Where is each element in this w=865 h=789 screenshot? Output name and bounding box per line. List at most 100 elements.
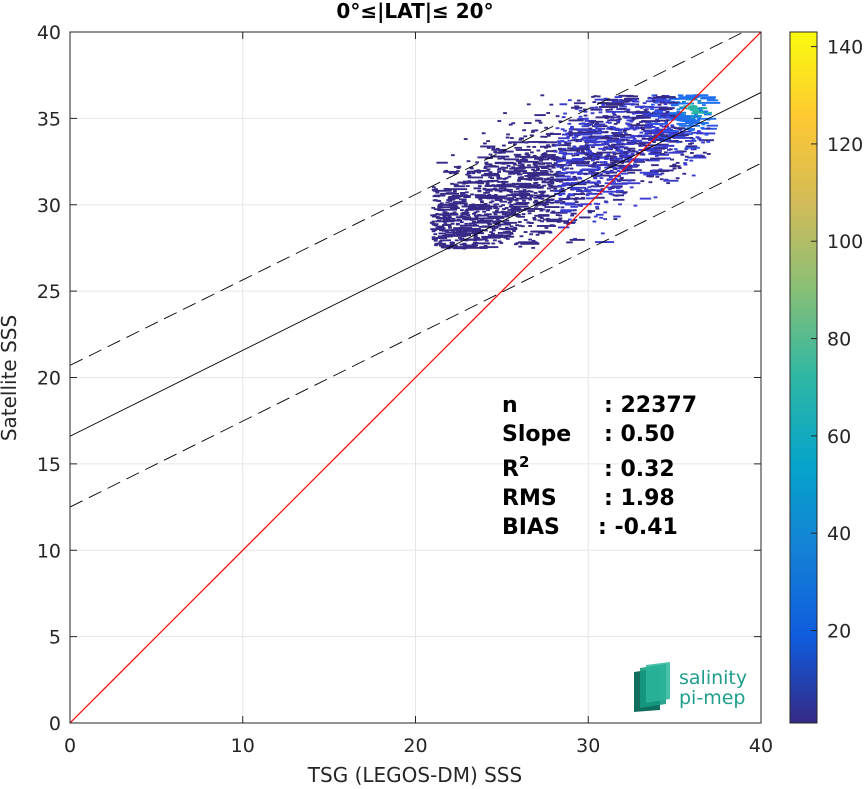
density-cell (493, 207, 498, 209)
density-cell (525, 201, 530, 204)
density-cell (612, 133, 632, 136)
density-cell (551, 210, 556, 213)
density-cell (452, 211, 457, 214)
density-cell (639, 171, 659, 174)
density-cell (588, 120, 604, 123)
density-cell (490, 177, 495, 180)
density-cell (493, 151, 498, 153)
density-cell (581, 151, 585, 154)
density-cell (516, 210, 521, 212)
density-cell (559, 148, 564, 151)
density-cell (639, 121, 643, 124)
density-cell (518, 241, 538, 244)
density-cell (498, 187, 507, 190)
density-cell (616, 175, 621, 178)
density-cell (558, 137, 570, 140)
density-cell (652, 141, 656, 143)
density-cell (507, 209, 527, 211)
density-cell (484, 239, 489, 242)
density-cell (435, 199, 440, 202)
density-cell (555, 201, 560, 204)
density-cell (431, 223, 436, 226)
density-cell (574, 201, 579, 203)
density-cell (681, 96, 697, 99)
density-cell (447, 204, 452, 207)
density-cell (533, 207, 538, 210)
density-cell (691, 174, 696, 177)
density-cell (518, 173, 523, 176)
density-cell (518, 138, 523, 141)
density-cell (506, 133, 510, 136)
density-cell (684, 146, 701, 149)
density-cell (595, 122, 599, 125)
density-cell (479, 246, 499, 249)
density-cell (526, 154, 531, 157)
density-cell (596, 180, 601, 183)
density-cell (561, 152, 574, 155)
density-cell (671, 118, 688, 121)
density-cell (668, 97, 681, 100)
density-cell (447, 225, 452, 228)
density-cell (521, 225, 525, 228)
density-cell (608, 188, 612, 191)
density-cell (534, 129, 539, 132)
density-cell (591, 146, 595, 149)
chart-title: 0°≤|LAT|≤ 20° (336, 0, 493, 23)
density-cell (607, 139, 612, 142)
density-cell (697, 102, 702, 104)
density-cell (546, 209, 551, 212)
density-cell (496, 177, 501, 180)
density-cell (673, 139, 678, 142)
density-cell (591, 170, 596, 172)
density-cell (694, 113, 698, 116)
density-cell (542, 218, 562, 221)
density-cell (675, 116, 691, 119)
density-cell (517, 221, 522, 223)
density-cell (462, 235, 467, 238)
density-cell (573, 219, 578, 222)
density-cell (688, 142, 692, 145)
density-cell (473, 236, 478, 239)
density-cell (629, 125, 634, 128)
density-cell (624, 127, 640, 130)
density-cell (593, 143, 605, 146)
density-cell (505, 237, 510, 240)
density-cell (638, 144, 643, 147)
density-cell (454, 205, 459, 208)
density-cell (662, 137, 667, 140)
density-cell (498, 227, 503, 230)
x-tick-label: 40 (749, 735, 773, 757)
density-cell (560, 202, 576, 205)
density-cell (619, 150, 639, 153)
density-cell (596, 95, 601, 98)
density-cell (513, 185, 529, 188)
density-cell (568, 134, 573, 137)
density-cell (544, 126, 549, 129)
density-cell (530, 230, 550, 233)
density-cell (685, 94, 697, 97)
density-cell (538, 121, 543, 124)
density-cell (483, 172, 500, 175)
density-cell (620, 176, 624, 179)
density-cell (672, 163, 677, 166)
density-cell (546, 134, 551, 137)
density-cell (494, 199, 503, 202)
density-cell (554, 163, 559, 166)
density-cell (700, 96, 716, 99)
density-cell (527, 176, 532, 178)
density-cell (512, 196, 517, 198)
density-cell (501, 213, 506, 216)
density-cell (660, 114, 676, 117)
density-cell (540, 202, 545, 204)
density-cell (626, 119, 635, 122)
density-cell (623, 97, 640, 100)
density-cell (487, 206, 492, 209)
density-cell (654, 131, 674, 134)
density-cell (638, 149, 658, 151)
density-cell (533, 191, 538, 194)
y-tick-label: 30 (37, 195, 61, 217)
density-cell (452, 212, 457, 215)
density-cell (582, 136, 591, 139)
density-cell (478, 179, 482, 182)
density-cell (464, 218, 469, 221)
